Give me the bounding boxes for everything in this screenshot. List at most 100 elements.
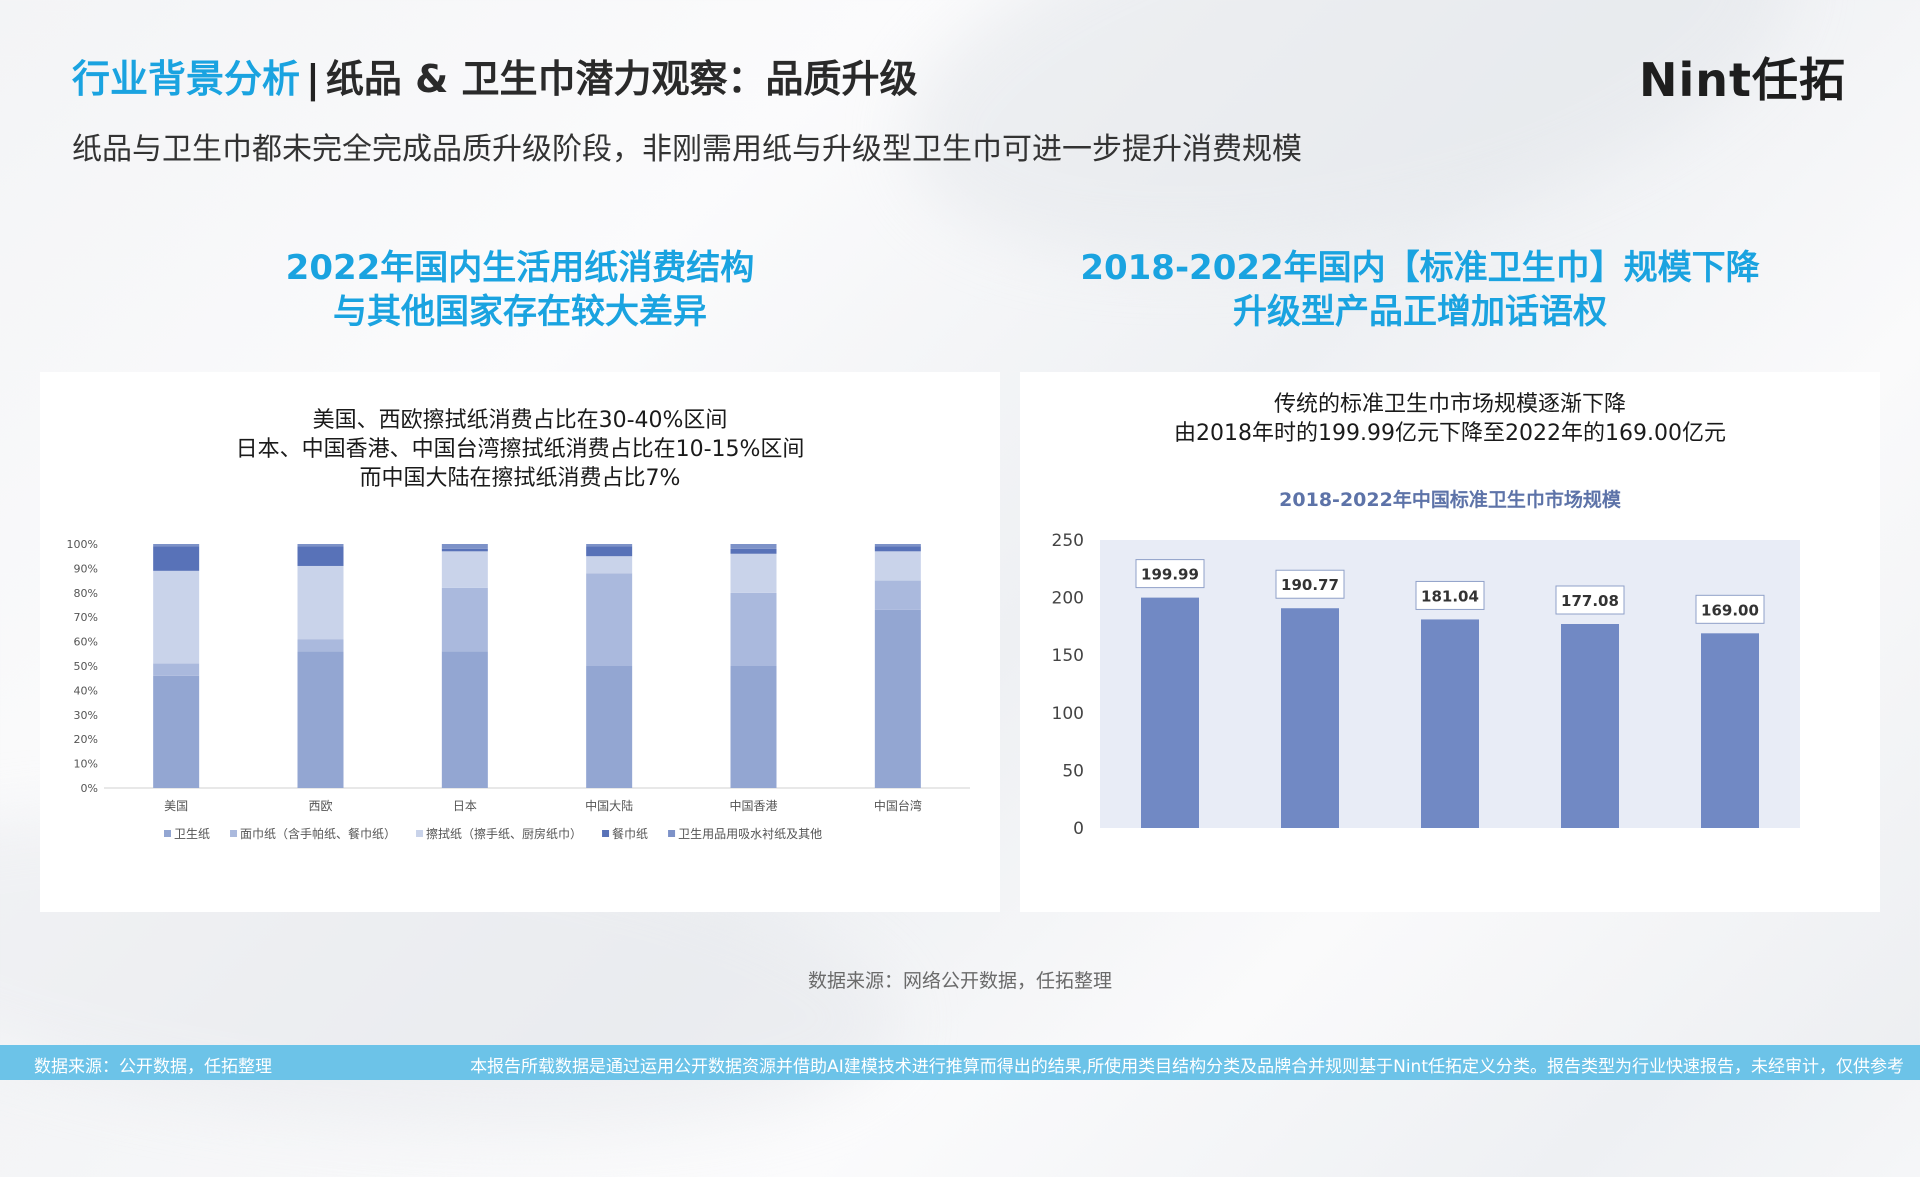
y-tick-label: 60% bbox=[74, 636, 98, 649]
bar-segment bbox=[297, 565, 344, 640]
y-tick-label: 70% bbox=[74, 611, 98, 624]
right-chart-panel: 传统的标准卫生巾市场规模逐渐下降 由2018年时的199.99亿元下降至2022… bbox=[1020, 372, 1880, 912]
x-tick-label: 中国大陆 bbox=[585, 798, 633, 813]
bar-segment bbox=[297, 546, 344, 566]
bar-segment bbox=[441, 544, 488, 549]
page-subtitle: 纸品与卫生巾都未完全完成品质升级阶段，非刚需用纸与升级型卫生巾可进一步提升消费规… bbox=[72, 132, 1302, 167]
y-tick-label: 250 bbox=[1052, 531, 1084, 551]
right-note-line2: 由2018年时的199.99亿元下降至2022年的169.00亿元 bbox=[1174, 421, 1726, 446]
left-section-title-line1: 2022年国内生活用纸消费结构 bbox=[285, 248, 755, 288]
y-tick-label: 0% bbox=[81, 782, 98, 795]
y-tick-label: 30% bbox=[74, 709, 98, 722]
y-tick-label: 0 bbox=[1073, 819, 1084, 839]
data-label: 177.08 bbox=[1561, 592, 1619, 610]
bar bbox=[1421, 619, 1479, 828]
title-separator: | bbox=[306, 57, 320, 101]
y-tick-label: 20% bbox=[74, 733, 98, 746]
legend-label: 面巾纸（含手帕纸、餐巾纸） bbox=[240, 826, 396, 841]
data-label-box bbox=[1415, 580, 1485, 610]
y-tick-label: 10% bbox=[74, 758, 98, 771]
data-label: 190.77 bbox=[1281, 576, 1339, 594]
legend-swatch bbox=[416, 830, 424, 837]
bar-segment bbox=[874, 609, 921, 788]
bar-segment bbox=[441, 548, 488, 552]
data-label: 169.00 bbox=[1701, 601, 1759, 619]
bar-segment bbox=[441, 587, 488, 652]
bar-segment bbox=[153, 663, 200, 676]
left-note-line1: 美国、西欧擦拭纸消费占比在30-40%区间 bbox=[312, 408, 728, 433]
data-label: 181.04 bbox=[1421, 587, 1479, 605]
bar-segment bbox=[153, 675, 200, 788]
left-section-title: 2022年国内生活用纸消费结构 与其他国家存在较大差异 bbox=[120, 246, 920, 334]
brand-logo: Nint任拓 bbox=[1638, 53, 1846, 107]
right-section-title-line2: 升级型产品正增加话语权 bbox=[1233, 292, 1607, 332]
bar-segment bbox=[441, 551, 488, 588]
legend-swatch bbox=[602, 830, 610, 837]
left-note-line3: 而中国大陆在擦拭纸消费占比7% bbox=[359, 466, 681, 491]
data-source-note: 数据来源：网络公开数据，任拓整理 bbox=[807, 970, 1112, 992]
footer-bar: 数据来源：公开数据，任拓整理 本报告所载数据是通过运用公开数据资源并借助AI建模… bbox=[0, 1045, 1920, 1080]
bar-segment bbox=[586, 573, 633, 666]
bar-segment bbox=[586, 666, 633, 788]
bar-segment bbox=[874, 580, 921, 610]
legend-swatch bbox=[230, 830, 238, 837]
x-tick-label: 日本 bbox=[453, 799, 477, 813]
right-note-line1: 传统的标准卫生巾市场规模逐渐下降 bbox=[1273, 392, 1626, 417]
stacked-percent-bar-chart: 0% 10% 20% 30% 40% 50% 60% 70% 80% 90% 100% 美国 西欧 日本 中… bbox=[67, 538, 970, 841]
legend-label: 卫生用品用吸水衬纸及其他 bbox=[678, 827, 822, 841]
title-topic: 纸品 & 卫生巾潜力观察：品质升级 bbox=[325, 57, 918, 101]
legend-label: 餐巾纸 bbox=[612, 826, 648, 841]
bar-segment bbox=[153, 570, 200, 664]
bar-segment bbox=[730, 553, 777, 593]
bar-segment bbox=[586, 556, 633, 574]
y-tick-label: 80% bbox=[74, 587, 98, 600]
bar-segment bbox=[297, 651, 344, 788]
legend-label: 卫生纸 bbox=[174, 827, 210, 841]
bar-segment bbox=[730, 548, 777, 554]
bar-segment bbox=[730, 666, 777, 788]
x-tick-label: 中国香港 bbox=[729, 798, 777, 813]
footer-disclaimer: 本报告所载数据是通过运用公开数据资源并借助AI建模技术进行推算而得出的结果,所使… bbox=[470, 1057, 1904, 1077]
bar-segment bbox=[730, 592, 777, 666]
left-section-title-line2: 与其他国家存在较大差异 bbox=[333, 292, 707, 332]
data-label-box bbox=[1695, 594, 1765, 624]
data-label: 199.99 bbox=[1141, 566, 1199, 584]
right-chart-note: 传统的标准卫生巾市场规模逐渐下降 由2018年时的199.99亿元下降至2022… bbox=[1020, 390, 1880, 448]
right-section-title-line1: 2018-2022年国内【标准卫生巾】规模下降 bbox=[1080, 248, 1760, 288]
footer-source: 数据来源：公开数据，任拓整理 bbox=[34, 1057, 272, 1077]
market-size-bar-chart: 2018-2022年中国标准卫生巾市场规模 0 50 100 150 200 250 199.… bbox=[1052, 488, 1800, 839]
y-tick-label: 90% bbox=[74, 562, 98, 575]
bar bbox=[1701, 633, 1759, 828]
left-note-line2: 日本、中国香港、中国台湾擦拭纸消费占比在10-15%区间 bbox=[235, 437, 805, 462]
page-title: 行业背景分析 | 纸品 & 卫生巾潜力观察：品质升级 bbox=[72, 48, 918, 103]
y-tick-label: 50 bbox=[1062, 761, 1084, 781]
y-tick-label: 40% bbox=[74, 684, 98, 697]
data-label-box bbox=[1135, 559, 1205, 589]
bar-segment bbox=[874, 546, 921, 552]
chart-title: 2018-2022年中国标准卫生巾市场规模 bbox=[1279, 488, 1622, 511]
legend-swatch bbox=[668, 830, 676, 837]
left-chart-note: 美国、西欧擦拭纸消费占比在30-40%区间 日本、中国香港、中国台湾擦拭纸消费占… bbox=[40, 406, 1000, 493]
y-tick-label: 50% bbox=[74, 660, 98, 673]
bar-segment bbox=[874, 551, 921, 581]
legend-swatch bbox=[164, 830, 171, 837]
bar-segment bbox=[153, 544, 200, 547]
right-section-title: 2018-2022年国内【标准卫生巾】规模下降 升级型产品正增加话语权 bbox=[1000, 246, 1840, 334]
bar-segment bbox=[874, 544, 921, 547]
y-tick-label: 200 bbox=[1052, 589, 1084, 609]
y-tick-label: 100 bbox=[1052, 704, 1084, 724]
x-tick-label: 美国 bbox=[164, 799, 188, 813]
bar-segment bbox=[153, 546, 200, 571]
bar bbox=[1561, 624, 1619, 828]
data-label-box bbox=[1275, 569, 1345, 599]
bar-segment bbox=[730, 544, 777, 549]
y-tick-label: 150 bbox=[1052, 646, 1084, 666]
title-category: 行业背景分析 bbox=[72, 57, 301, 101]
bar-segment bbox=[441, 651, 488, 788]
bar-segment bbox=[586, 546, 633, 557]
bar bbox=[1141, 597, 1199, 828]
data-label-box bbox=[1555, 585, 1625, 615]
bar-segment bbox=[586, 544, 633, 547]
left-chart-panel: 美国、西欧擦拭纸消费占比在30-40%区间 日本、中国香港、中国台湾擦拭纸消费占… bbox=[40, 372, 1000, 912]
x-tick-label: 西欧 bbox=[308, 799, 332, 813]
